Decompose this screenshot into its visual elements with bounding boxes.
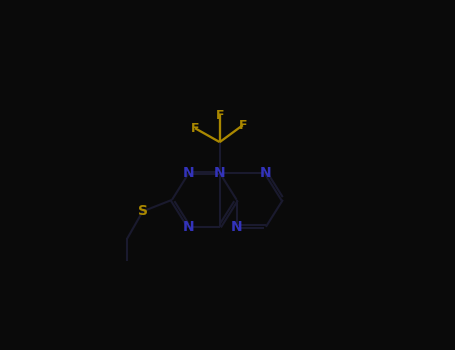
Text: N: N bbox=[183, 220, 195, 234]
Text: F: F bbox=[191, 122, 199, 135]
Text: N: N bbox=[260, 166, 272, 180]
Text: N: N bbox=[183, 166, 195, 180]
Text: F: F bbox=[238, 119, 247, 132]
Text: N: N bbox=[231, 220, 243, 234]
Text: F: F bbox=[216, 108, 224, 122]
Text: S: S bbox=[138, 204, 148, 218]
Text: N: N bbox=[214, 166, 226, 180]
